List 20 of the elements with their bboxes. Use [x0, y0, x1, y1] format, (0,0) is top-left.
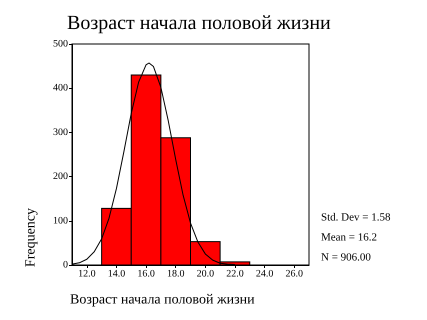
y-tick-label: 300: [53, 126, 68, 138]
y-axis-title: Frequency: [24, 208, 38, 268]
text: Std. Dev = 1.58: [321, 212, 391, 224]
text: N = 906.00: [321, 252, 372, 264]
y-tick-label: 500: [53, 38, 68, 50]
chart-title: Возраст начала половой жизни: [67, 12, 332, 34]
y-tick-label: 0: [63, 260, 68, 270]
x-tick-label: 24.0: [256, 268, 274, 280]
y-tick-label: 400: [53, 82, 68, 94]
x-tick-label: 16.0: [137, 268, 155, 280]
x-tick-label: 26.0: [285, 268, 303, 280]
x-axis-title: Возраст начала половой жизни: [70, 292, 256, 308]
text: Mean = 16.2: [321, 232, 377, 244]
x-tick-label: 14.0: [108, 268, 126, 280]
x-tick-label: 12.0: [78, 268, 96, 280]
x-tick-label: 18.0: [166, 268, 184, 280]
x-tick-label: 22.0: [226, 268, 244, 280]
y-tick-label: 200: [53, 171, 68, 182]
x-tick-label: 20.0: [196, 268, 214, 280]
y-tick-label: 100: [53, 215, 68, 226]
